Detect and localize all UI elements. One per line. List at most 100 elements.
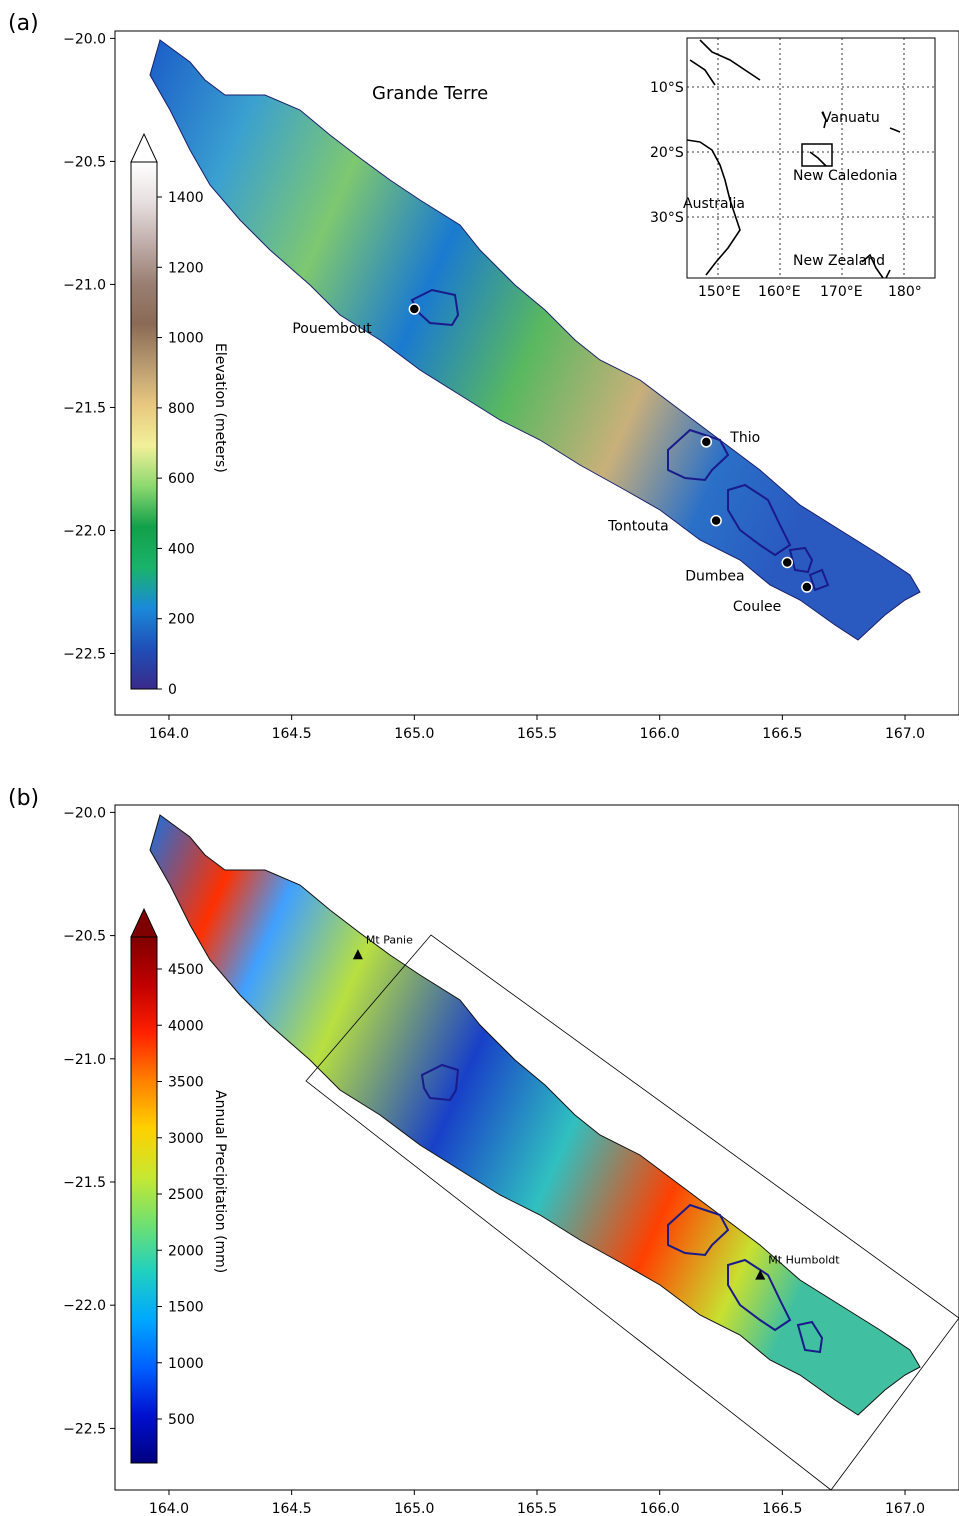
precipitation-colorbar-label: Annual Precipitation (mm) [212, 1090, 228, 1273]
panel-a-axes: 164.0 164.5 165.0 165.5 166.0 166.5 167.0 −20.0… [63, 31, 925, 742]
panel-a-x-tick-label: 166.5 [762, 726, 802, 742]
grande-terre-island-precip [149, 814, 921, 1416]
inset-lon-tick: 150°E [698, 284, 741, 300]
vanuatu-shape [821, 111, 827, 129]
dumbea-watershed-precip [796, 1320, 824, 1354]
peak-label: Mt Humboldt [768, 1254, 840, 1267]
dumbea-watershed [788, 546, 814, 574]
peak-marker [352, 949, 363, 960]
peak-label: Mt Panie [366, 933, 413, 946]
elevation-colorbar-tick-label: 400 [168, 541, 195, 557]
panel-a-label: (a) [8, 11, 39, 36]
precipitation-colorbar-extend [130, 907, 158, 938]
place-marker [781, 556, 794, 569]
new-guinea-coastline [689, 39, 761, 86]
coulee-watershed [808, 568, 830, 592]
panel-a-y-tick-label: −21.0 [63, 277, 106, 293]
place-marker [408, 303, 421, 315]
place-markers: Pouembout Thio Tontouta Dumbea Coulee [292, 303, 813, 615]
panel-a-x-tick-label: 164.5 [272, 726, 312, 742]
panel-b-x-tick-label: 166.5 [762, 1501, 802, 1516]
inset-study-box [801, 143, 833, 167]
panel-a-title: Grande Terre [372, 83, 488, 104]
precipitation-colorbar-tick-label: 4500 [168, 962, 204, 978]
elevation-colorbar: 1400 1200 1000 800 600 400 200 0 Elevation (met… [130, 132, 228, 698]
panel-a: (a) Grande Terre Pouembout Thio Tontouta Du… [8, 11, 959, 742]
panel-b-y-tick-label: −21.5 [63, 1175, 106, 1191]
elevation-colorbar-tick-label: 800 [168, 401, 195, 417]
panel-b-y-tick-label: −20.5 [63, 929, 106, 945]
elevation-colorbar-tick-label: 1400 [168, 190, 204, 206]
panel-b-x-tick-label: 164.0 [149, 1501, 189, 1516]
thio-watershed [667, 428, 730, 482]
thio-watershed-precip [667, 1203, 730, 1257]
pouembout-watershed [410, 288, 460, 327]
place-marker [710, 514, 722, 527]
model-domain-box [305, 934, 959, 1491]
precipitation-colorbar-tick-label: 3000 [168, 1131, 204, 1147]
panel-b: (b) Mt Panie Mt Humboldt 4500 4000 3500 3000… [8, 786, 959, 1516]
elevation-colorbar-tick-label: 200 [168, 612, 195, 628]
panel-a-y-tick-label: −21.5 [63, 400, 106, 416]
panel-a-x-tick-label: 164.0 [149, 726, 189, 742]
elevation-colorbar-tick-label: 1200 [168, 260, 204, 276]
precipitation-colorbar: 4500 4000 3500 3000 2500 2000 1500 1000 500 Annu… [130, 907, 228, 1464]
panel-b-x-tick-label: 164.5 [272, 1501, 312, 1516]
elevation-colorbar-tick-label: 1000 [168, 331, 204, 347]
panel-b-x-tick-label: 165.0 [394, 1501, 434, 1516]
inset-lon-tick: 180° [888, 284, 922, 300]
inset-lat-tick: 20°S [650, 145, 684, 161]
peak-markers: Mt Panie Mt Humboldt [352, 933, 840, 1280]
panel-a-x-tick-label: 165.0 [394, 726, 434, 742]
place-label: Thio [729, 430, 760, 446]
panel-a-x-tick-label: 165.5 [517, 726, 557, 742]
panel-a-y-tick-label: −22.5 [63, 646, 106, 662]
inset-lon-tick: 160°E [758, 284, 801, 300]
pouembout-watershed-precip [420, 1063, 460, 1102]
inset-frame [686, 37, 936, 279]
place-marker [801, 581, 813, 593]
inset-label-vanuatu: Vanuatu [822, 110, 880, 126]
panel-a-y-tick-label: −22.0 [63, 523, 106, 539]
tontouta-watershed-precip [727, 1258, 792, 1332]
inset-map: 10°S 20°S 30°S 150°E 160°E 170°E 180° Va… [650, 37, 936, 300]
precipitation-colorbar-tick-label: 1500 [168, 1300, 204, 1316]
panel-b-x-tick-label: 165.5 [517, 1501, 557, 1516]
inset-lon-tick: 170°E [820, 284, 863, 300]
precipitation-colorbar-tick-label: 2500 [168, 1187, 204, 1203]
panel-a-x-tick-label: 167.0 [885, 726, 925, 742]
place-label: Dumbea [685, 568, 744, 584]
panel-b-y-tick-label: −21.0 [63, 1052, 106, 1068]
new-zealand-coastline [861, 253, 891, 279]
precipitation-colorbar-tick-label: 500 [168, 1412, 195, 1428]
peak-marker [755, 1269, 766, 1280]
precipitation-colorbar-tick-label: 4000 [168, 1018, 204, 1034]
elevation-colorbar-tick-label: 0 [168, 682, 177, 698]
elevation-colorbar-bar [130, 161, 158, 690]
new-caledonia-shape [809, 151, 827, 167]
panel-b-x-tick-label: 167.0 [885, 1501, 925, 1516]
place-marker [700, 436, 713, 448]
panel-b-y-tick-label: −22.0 [63, 1298, 106, 1314]
panel-b-y-tick-label: −22.5 [63, 1421, 106, 1437]
elevation-colorbar-ticks: 1400 1200 1000 800 600 400 200 0 [157, 190, 204, 698]
inset-gridlines [687, 38, 935, 278]
precipitation-colorbar-tick-label: 3500 [168, 1075, 204, 1091]
panel-b-x-tick-label: 166.0 [640, 1501, 680, 1516]
place-label: Pouembout [292, 321, 372, 337]
precipitation-colorbar-tick-label: 1000 [168, 1356, 204, 1372]
inset-label-australia: Australia [683, 196, 745, 212]
inset-lat-tick: 10°S [650, 80, 684, 96]
elevation-colorbar-label: Elevation (meters) [212, 343, 228, 473]
inset-label-new-zealand: New Zealand [793, 253, 885, 269]
panel-a-x-tick-label: 166.0 [640, 726, 680, 742]
precipitation-colorbar-ticks: 4500 4000 3500 3000 2500 2000 1500 1000 500 [157, 962, 204, 1428]
panel-b-label: (b) [8, 786, 39, 811]
inset-lat-tick: 30°S [650, 210, 684, 226]
fiji-shape [889, 127, 901, 133]
australia-coastline [686, 139, 741, 276]
panel-b-axes: 164.0 164.5 165.0 165.5 166.0 166.5 167.0 −20.0… [63, 805, 925, 1516]
panel-a-y-tick-label: −20.5 [63, 154, 106, 170]
tontouta-watershed [727, 483, 792, 557]
